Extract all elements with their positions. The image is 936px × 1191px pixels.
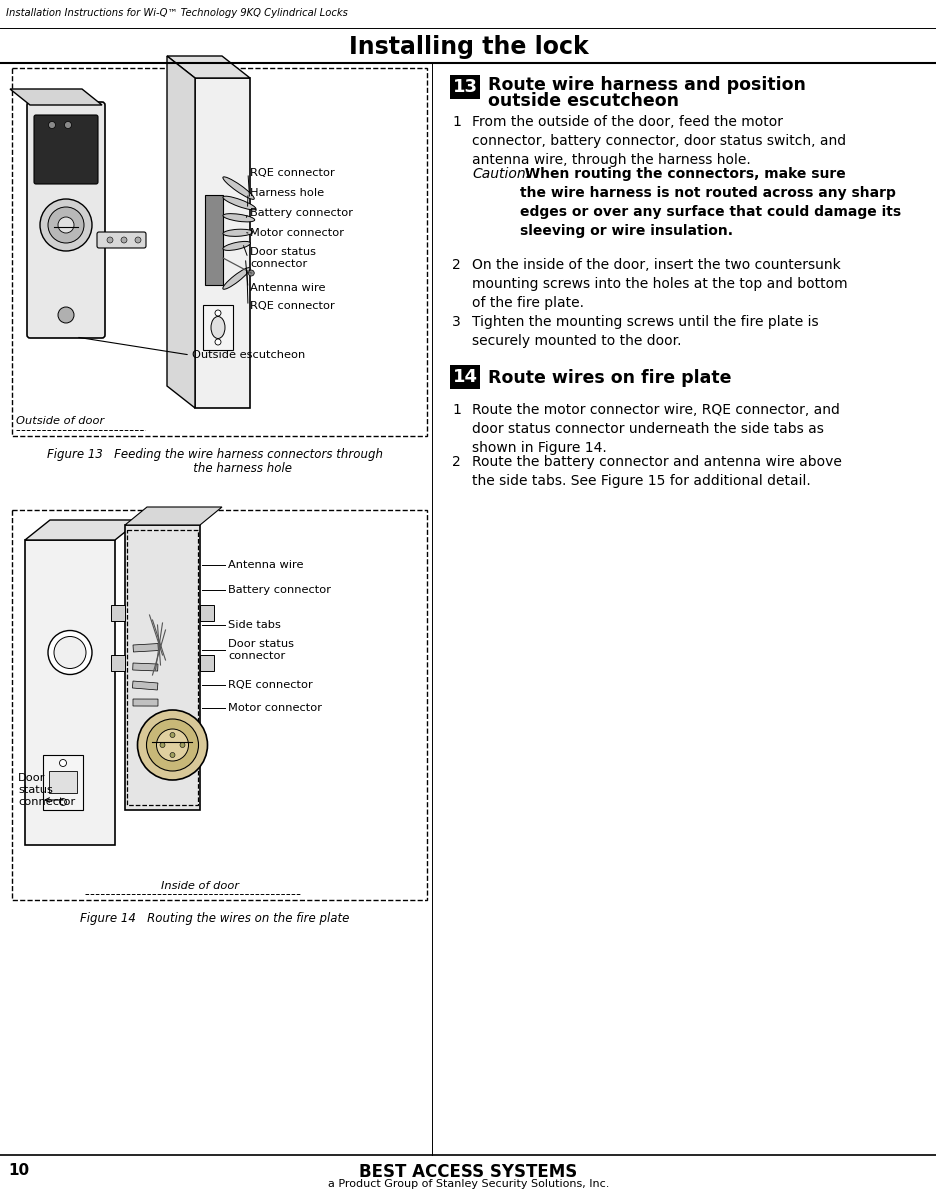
Polygon shape (124, 507, 222, 525)
Bar (199, 605, 213, 621)
Text: Route wire harness and position: Route wire harness and position (488, 76, 805, 94)
Text: Motor connector: Motor connector (250, 227, 344, 238)
Circle shape (121, 237, 127, 243)
Polygon shape (10, 89, 102, 105)
Text: Tighten the mounting screws until the fire plate is
securely mounted to the door: Tighten the mounting screws until the fi… (472, 314, 818, 348)
FancyBboxPatch shape (12, 68, 427, 436)
Polygon shape (167, 56, 195, 409)
Circle shape (156, 729, 188, 761)
Polygon shape (167, 56, 250, 77)
Circle shape (135, 237, 140, 243)
Text: Door status
connector: Door status connector (227, 640, 294, 661)
Text: 1: 1 (451, 403, 461, 417)
Circle shape (49, 121, 55, 129)
FancyBboxPatch shape (27, 102, 105, 338)
Ellipse shape (223, 268, 250, 289)
Bar (199, 655, 213, 671)
FancyBboxPatch shape (97, 232, 146, 248)
Text: 2: 2 (451, 455, 461, 469)
Circle shape (58, 217, 74, 233)
Bar (133, 699, 158, 706)
Text: BEST ACCESS SYSTEMS: BEST ACCESS SYSTEMS (359, 1162, 577, 1181)
Text: outside escutcheon: outside escutcheon (488, 92, 679, 110)
Text: 1: 1 (451, 116, 461, 129)
Text: Outside of door: Outside of door (16, 416, 104, 426)
Text: Door
status
connector: Door status connector (18, 773, 75, 807)
Text: Side tabs: Side tabs (227, 621, 281, 630)
Text: Caution:: Caution: (472, 167, 530, 181)
Ellipse shape (211, 317, 225, 338)
Ellipse shape (223, 176, 254, 199)
Bar (195, 77, 250, 409)
Bar (133, 643, 158, 651)
Text: RQE connector: RQE connector (250, 168, 334, 177)
Bar (25, 540, 115, 844)
FancyBboxPatch shape (34, 116, 98, 183)
Circle shape (60, 798, 66, 805)
Circle shape (160, 742, 165, 748)
Circle shape (214, 310, 221, 316)
Bar (205, 195, 223, 285)
Bar (124, 525, 199, 810)
Text: Figure 14   Routing the wires on the fire plate: Figure 14 Routing the wires on the fire … (80, 912, 349, 925)
Text: RQE connector: RQE connector (227, 680, 313, 690)
Bar (203, 305, 233, 350)
Bar (49, 771, 77, 793)
Text: 10: 10 (8, 1162, 29, 1178)
Text: Outside escutcheon: Outside escutcheon (192, 350, 305, 360)
Circle shape (146, 719, 198, 771)
Circle shape (65, 121, 71, 129)
Polygon shape (25, 520, 139, 540)
Text: Inside of door: Inside of door (161, 881, 239, 891)
Text: Door status
connector: Door status connector (250, 248, 315, 269)
Text: Installing the lock: Installing the lock (348, 35, 588, 60)
Text: Antenna wire: Antenna wire (250, 283, 325, 293)
Circle shape (248, 270, 254, 276)
Bar (110, 655, 124, 671)
Ellipse shape (223, 229, 253, 236)
Text: Harness hole: Harness hole (250, 188, 324, 198)
Circle shape (58, 307, 74, 323)
Text: the harness hole: the harness hole (138, 462, 292, 475)
FancyBboxPatch shape (12, 510, 427, 900)
Text: Figure 13   Feeding the wire harness connectors through: Figure 13 Feeding the wire harness conne… (47, 448, 383, 461)
Circle shape (169, 732, 175, 737)
Bar (449, 75, 479, 99)
Circle shape (40, 199, 92, 251)
Text: Route wires on fire plate: Route wires on fire plate (488, 369, 731, 387)
Circle shape (48, 207, 84, 243)
Circle shape (48, 630, 92, 674)
Text: Route the motor connector wire, RQE connector, and
door status connector underne: Route the motor connector wire, RQE conn… (472, 403, 839, 455)
Text: Motor connector: Motor connector (227, 703, 322, 713)
Bar (43, 755, 83, 810)
Text: Installation Instructions for Wi-Q™ Technology 9KQ Cylindrical Locks: Installation Instructions for Wi-Q™ Tech… (6, 8, 347, 18)
Text: From the outside of the door, feed the motor
connector, battery connector, door : From the outside of the door, feed the m… (472, 116, 845, 167)
Ellipse shape (223, 213, 255, 222)
Text: Route the battery connector and antenna wire above
the side tabs. See Figure 15 : Route the battery connector and antenna … (472, 455, 841, 488)
Bar (449, 364, 479, 389)
Circle shape (180, 742, 184, 748)
Text: 13: 13 (452, 77, 477, 96)
Circle shape (169, 753, 175, 757)
Text: On the inside of the door, insert the two countersunk
mounting screws into the h: On the inside of the door, insert the tw… (472, 258, 847, 310)
Bar (133, 681, 158, 688)
Text: Battery connector: Battery connector (227, 585, 330, 596)
Bar (132, 663, 158, 672)
Ellipse shape (223, 242, 250, 250)
Text: RQE connector: RQE connector (250, 301, 334, 311)
Circle shape (54, 636, 86, 668)
Ellipse shape (223, 197, 256, 210)
Circle shape (60, 760, 66, 767)
Circle shape (138, 710, 207, 780)
Text: a Product Group of Stanley Security Solutions, Inc.: a Product Group of Stanley Security Solu… (328, 1179, 608, 1189)
Text: Antenna wire: Antenna wire (227, 560, 303, 570)
Text: 14: 14 (452, 368, 477, 386)
Text: 2: 2 (451, 258, 461, 272)
Text: Battery connector: Battery connector (250, 208, 353, 218)
Circle shape (214, 339, 221, 345)
Text: When routing the connectors, make sure
the wire harness is not routed across any: When routing the connectors, make sure t… (519, 167, 900, 238)
Circle shape (107, 237, 113, 243)
Bar (110, 605, 124, 621)
Text: 3: 3 (451, 314, 461, 329)
